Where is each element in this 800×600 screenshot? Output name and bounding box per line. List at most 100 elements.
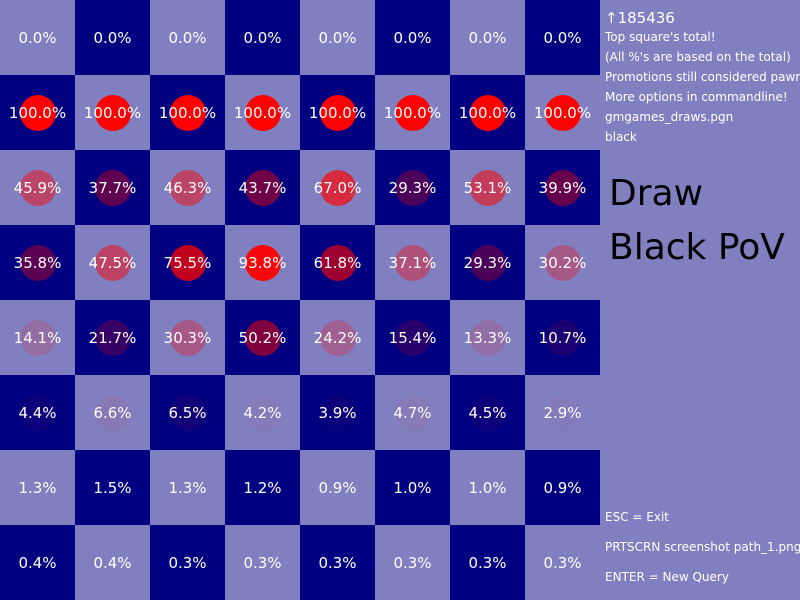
square-percentage: 21.7% xyxy=(88,328,137,347)
square-percentage: 1.5% xyxy=(93,478,132,497)
square-b7: 100.0% xyxy=(75,75,150,150)
square-f8: 0.0% xyxy=(375,0,450,75)
square-percentage: 100.0% xyxy=(158,103,217,122)
square-d2: 1.2% xyxy=(225,450,300,525)
total-count: ↑185436 xyxy=(605,9,675,27)
square-d3: 4.2% xyxy=(225,375,300,450)
square-percentage: 0.0% xyxy=(543,28,582,47)
square-a6: 45.9% xyxy=(0,150,75,225)
square-h6: 39.9% xyxy=(525,150,600,225)
square-percentage: 100.0% xyxy=(383,103,442,122)
square-percentage: 1.2% xyxy=(243,478,282,497)
square-percentage: 43.7% xyxy=(238,178,287,197)
square-a3: 4.4% xyxy=(0,375,75,450)
square-d1: 0.3% xyxy=(225,525,300,600)
square-f7: 100.0% xyxy=(375,75,450,150)
square-c4: 30.3% xyxy=(150,300,225,375)
square-percentage: 13.3% xyxy=(463,328,512,347)
side-color: black xyxy=(605,130,637,144)
square-percentage: 61.8% xyxy=(313,253,362,272)
square-percentage: 35.8% xyxy=(13,253,62,272)
square-percentage: 93.8% xyxy=(238,253,287,272)
square-percentage: 0.0% xyxy=(393,28,432,47)
key-esc-exit: ESC = Exit xyxy=(605,510,669,524)
pgn-filename: gmgames_draws.pgn xyxy=(605,110,734,124)
square-b5: 47.5% xyxy=(75,225,150,300)
square-c8: 0.0% xyxy=(150,0,225,75)
square-h2: 0.9% xyxy=(525,450,600,525)
square-e4: 24.2% xyxy=(300,300,375,375)
square-a2: 1.3% xyxy=(0,450,75,525)
square-percentage: 4.7% xyxy=(393,403,432,422)
square-c7: 100.0% xyxy=(150,75,225,150)
square-percentage: 0.4% xyxy=(18,553,57,572)
square-percentage: 0.3% xyxy=(543,553,582,572)
square-percentage: 10.7% xyxy=(538,328,587,347)
square-percentage: 1.0% xyxy=(468,478,507,497)
square-e2: 0.9% xyxy=(300,450,375,525)
square-percentage: 0.3% xyxy=(393,553,432,572)
square-c5: 75.5% xyxy=(150,225,225,300)
square-b8: 0.0% xyxy=(75,0,150,75)
square-percentage: 3.9% xyxy=(318,403,357,422)
square-percentage: 46.3% xyxy=(163,178,212,197)
square-percentage: 0.0% xyxy=(318,28,357,47)
square-h5: 30.2% xyxy=(525,225,600,300)
square-g3: 4.5% xyxy=(450,375,525,450)
square-percentage: 0.3% xyxy=(243,553,282,572)
square-b2: 1.5% xyxy=(75,450,150,525)
square-d8: 0.0% xyxy=(225,0,300,75)
square-percentage: 4.2% xyxy=(243,403,282,422)
square-c3: 6.5% xyxy=(150,375,225,450)
heatmap-board: 0.0% 0.0% 0.0% 0.0% 0.0% 0.0% 0.0% 0.0% 100.0% 10… xyxy=(0,0,600,600)
square-g6: 53.1% xyxy=(450,150,525,225)
square-percentage: 0.0% xyxy=(93,28,132,47)
square-percentage: 1.3% xyxy=(168,478,207,497)
square-e3: 3.9% xyxy=(300,375,375,450)
square-percentage: 0.0% xyxy=(18,28,57,47)
square-percentage: 6.6% xyxy=(93,403,132,422)
square-percentage: 100.0% xyxy=(458,103,517,122)
square-g1: 0.3% xyxy=(450,525,525,600)
square-percentage: 100.0% xyxy=(533,103,592,122)
square-d5: 93.8% xyxy=(225,225,300,300)
square-percentage: 75.5% xyxy=(163,253,212,272)
square-a4: 14.1% xyxy=(0,300,75,375)
square-percentage: 100.0% xyxy=(83,103,142,122)
square-a7: 100.0% xyxy=(0,75,75,150)
square-percentage: 67.0% xyxy=(313,178,362,197)
square-h7: 100.0% xyxy=(525,75,600,150)
square-percentage: 29.3% xyxy=(463,253,512,272)
square-g5: 29.3% xyxy=(450,225,525,300)
square-h4: 10.7% xyxy=(525,300,600,375)
square-b3: 6.6% xyxy=(75,375,150,450)
result-label: Draw xyxy=(609,173,704,214)
note-commandline: More options in commandline! xyxy=(605,90,788,104)
square-a8: 0.0% xyxy=(0,0,75,75)
square-g8: 0.0% xyxy=(450,0,525,75)
square-h8: 0.0% xyxy=(525,0,600,75)
square-c1: 0.3% xyxy=(150,525,225,600)
square-a1: 0.4% xyxy=(0,525,75,600)
square-percentage: 53.1% xyxy=(463,178,512,197)
square-percentage: 37.7% xyxy=(88,178,137,197)
square-percentage: 15.4% xyxy=(388,328,437,347)
square-d4: 50.2% xyxy=(225,300,300,375)
square-percentage: 0.9% xyxy=(318,478,357,497)
square-percentage: 0.3% xyxy=(168,553,207,572)
square-percentage: 0.3% xyxy=(318,553,357,572)
square-b6: 37.7% xyxy=(75,150,150,225)
note-percent-basis: (All %'s are based on the total) xyxy=(605,50,791,64)
square-percentage: 0.4% xyxy=(93,553,132,572)
square-percentage: 14.1% xyxy=(13,328,62,347)
square-g7: 100.0% xyxy=(450,75,525,150)
square-percentage: 0.0% xyxy=(468,28,507,47)
square-e5: 61.8% xyxy=(300,225,375,300)
square-percentage: 30.2% xyxy=(538,253,587,272)
square-percentage: 1.0% xyxy=(393,478,432,497)
square-g4: 13.3% xyxy=(450,300,525,375)
square-f3: 4.7% xyxy=(375,375,450,450)
note-top-square-total: Top square's total! xyxy=(605,30,716,44)
square-percentage: 39.9% xyxy=(538,178,587,197)
